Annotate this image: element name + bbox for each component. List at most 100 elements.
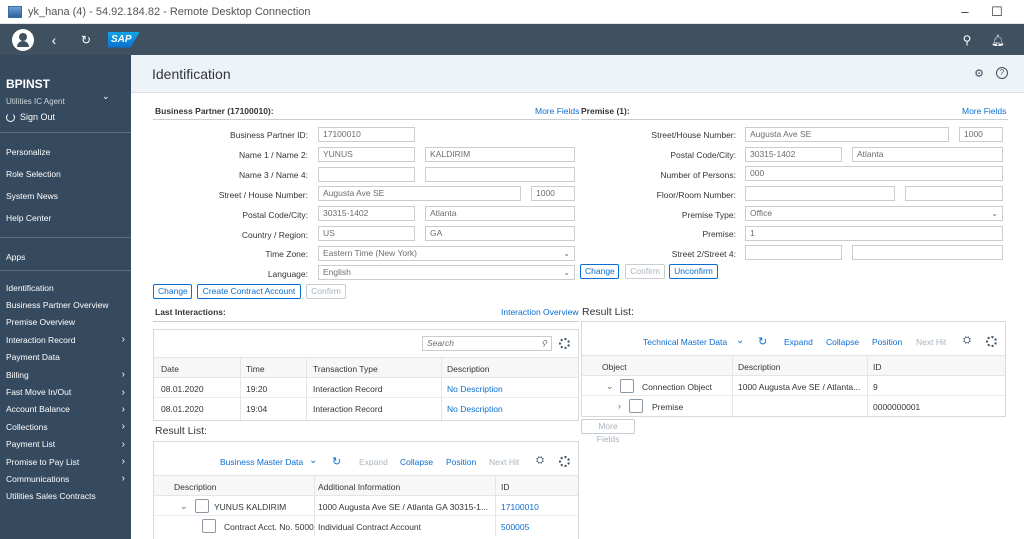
refresh-icon[interactable]: ↻ <box>332 456 342 468</box>
sidebar-item-system-news[interactable]: System News <box>6 191 58 201</box>
name3-field[interactable] <box>318 167 415 182</box>
language-select[interactable]: English ⌄ <box>318 265 575 280</box>
name4-field[interactable] <box>425 167 575 182</box>
col-object: Object <box>602 362 627 372</box>
search-icon[interactable]: ⚲ <box>962 33 972 47</box>
sidebar-item-label: Premise Overview <box>6 317 75 328</box>
expand-button[interactable]: Expand <box>784 337 813 347</box>
tree-row[interactable]: Contract Acct. No. 5000 Individual Contr… <box>154 516 578 536</box>
bp-section-title: Business Partner (17100010): <box>155 106 274 116</box>
create-contract-account-button[interactable]: Create Contract Account <box>197 284 301 299</box>
sidebar-item-role-selection[interactable]: Role Selection <box>6 169 61 179</box>
sidebar-item-interaction-record[interactable]: Interaction Record › <box>0 331 131 348</box>
row-description-link[interactable]: No Description <box>447 384 503 394</box>
technical-master-data-dropdown[interactable]: Technical Master Data <box>643 337 728 347</box>
interactions-search-input[interactable]: Search ⚲ <box>422 336 552 351</box>
premise-type-select[interactable]: Office ⌄ <box>745 206 1003 221</box>
bp-change-button[interactable]: Change <box>153 284 192 299</box>
sidebar-item-business-partner-overview[interactable]: Business Partner Overview <box>0 296 131 313</box>
premise-street-field[interactable]: Augusta Ave SE <box>745 127 949 142</box>
table-row[interactable]: 08.01.2020 19:04 Interaction Record No D… <box>154 398 578 418</box>
settings-icon[interactable] <box>559 338 570 349</box>
history-icon[interactable]: ↻ <box>80 32 92 47</box>
country-field[interactable]: US <box>318 226 415 241</box>
maximize-button[interactable]: ☐ <box>991 4 1003 19</box>
hierarchy-icon[interactable]: ⛭ <box>536 455 544 466</box>
sidebar-item-account-balance[interactable]: Account Balance › <box>0 401 131 418</box>
minimize-button[interactable]: – <box>961 4 969 19</box>
unconfirm-button[interactable]: Unconfirm <box>669 264 718 279</box>
sidebar-item-communications[interactable]: Communications › <box>0 470 131 487</box>
chevron-down-icon[interactable]: ⌄ <box>309 455 318 466</box>
premise-change-button[interactable]: Change <box>580 264 619 279</box>
bp-postal-field[interactable]: 30315-1402 <box>318 206 415 221</box>
sap-logo[interactable]: SAP <box>108 31 140 48</box>
row-id-link[interactable]: 17100010 <box>501 502 539 512</box>
premise-field[interactable]: 1 <box>745 226 1003 241</box>
room-field[interactable] <box>905 186 1003 201</box>
hierarchy-icon[interactable]: ⛭ <box>963 335 971 346</box>
interaction-overview-link[interactable]: Interaction Overview <box>501 307 579 317</box>
back-icon[interactable]: ‹ <box>51 31 57 48</box>
chevron-down-icon[interactable]: ⌄ <box>180 501 188 511</box>
notifications-icon[interactable]: 🔔︎ <box>991 34 1005 47</box>
col-transaction-type: Transaction Type <box>313 364 378 374</box>
bp-street-field[interactable]: Augusta Ave SE <box>318 186 521 201</box>
floor-field[interactable] <box>745 186 895 201</box>
chevron-down-icon[interactable]: ⌄ <box>736 335 745 346</box>
street2-field[interactable] <box>745 245 842 260</box>
collapse-button[interactable]: Collapse <box>826 337 860 347</box>
chevron-down-icon[interactable]: ⌄ <box>606 381 614 391</box>
language-value: English <box>323 267 351 277</box>
chevron-down-icon[interactable]: ⌄ <box>102 91 110 101</box>
position-button[interactable]: Position <box>872 337 903 347</box>
sidebar-item-billing[interactable]: Billing › <box>0 366 131 383</box>
sidebar-item-fast-move-in-out[interactable]: Fast Move In/Out › <box>0 383 131 400</box>
user-icon[interactable] <box>12 28 34 51</box>
tree-row[interactable]: ⌄ YUNUS KALDIRIM 1000 Augusta Ave SE / A… <box>154 496 578 516</box>
sidebar-item-payment-data[interactable]: Payment Data <box>0 349 131 366</box>
sidebar-item-utilities-sales-contracts[interactable]: Utilities Sales Contracts <box>0 488 131 505</box>
settings-icon[interactable] <box>559 456 570 467</box>
tree-row[interactable]: › Premise 0000000001 <box>582 396 1005 416</box>
bp-house-field[interactable]: 1000 <box>531 186 575 201</box>
name2-field[interactable]: KALDIRIM <box>425 147 575 162</box>
premise-more-fields-link[interactable]: More Fields <box>962 106 1007 116</box>
sign-out-button[interactable]: Sign Out <box>0 106 131 122</box>
sidebar-item-payment-list[interactable]: Payment List › <box>0 436 131 453</box>
sidebar-item-promise-to-pay-list[interactable]: Promise to Pay List › <box>0 453 131 470</box>
business-master-data-dropdown[interactable]: Business Master Data <box>220 457 304 467</box>
col-time: Time <box>246 364 265 374</box>
timezone-select[interactable]: Eastern Time (New York) ⌄ <box>318 246 575 261</box>
sidebar-item-label: Collections <box>6 421 48 432</box>
refresh-icon[interactable]: ↻ <box>758 336 768 348</box>
premise-postal-field[interactable]: 30315-1402 <box>745 147 842 162</box>
sidebar-item-help-center[interactable]: Help Center <box>6 213 52 223</box>
collapse-button[interactable]: Collapse <box>400 457 434 467</box>
region-field[interactable]: GA <box>425 226 575 241</box>
sidebar-item-identification[interactable]: Identification <box>0 279 131 296</box>
chevron-right-icon[interactable]: › <box>618 401 621 411</box>
sidebar-item-premise-overview[interactable]: Premise Overview <box>0 314 131 331</box>
settings-icon[interactable] <box>986 336 997 347</box>
bp-city-field[interactable]: Atlanta <box>425 206 575 221</box>
bp-more-fields-link[interactable]: More Fields <box>535 106 580 116</box>
premise-city-field[interactable]: Atlanta <box>852 147 1003 162</box>
sidebar-item-collections[interactable]: Collections › <box>0 418 131 435</box>
street4-field[interactable] <box>852 245 1003 260</box>
row-description-link[interactable]: No Description <box>447 404 503 414</box>
chevron-right-icon: › <box>121 386 125 398</box>
premise-house-field[interactable]: 1000 <box>959 127 1003 142</box>
table-row[interactable]: 08.01.2020 19:20 Interaction Record No D… <box>154 378 578 398</box>
bp-id-field[interactable]: 17100010 <box>318 127 415 142</box>
position-button[interactable]: Position <box>446 457 477 467</box>
help-icon[interactable]: ? <box>996 67 1008 79</box>
street24-label: Street 2/Street 4: <box>671 249 736 259</box>
name1-field[interactable]: YUNUS <box>318 147 415 162</box>
persons-field[interactable]: 000 <box>745 166 1003 181</box>
sidebar-user-role: Utilities IC Agent <box>6 97 65 106</box>
personalize-icon[interactable]: ⚙︎ <box>974 68 984 80</box>
tree-row[interactable]: ⌄ Connection Object 1000 Augusta Ave SE … <box>582 376 1005 396</box>
row-id-link[interactable]: 500005 <box>501 522 530 532</box>
sidebar-item-personalize[interactable]: Personalize <box>6 147 51 157</box>
